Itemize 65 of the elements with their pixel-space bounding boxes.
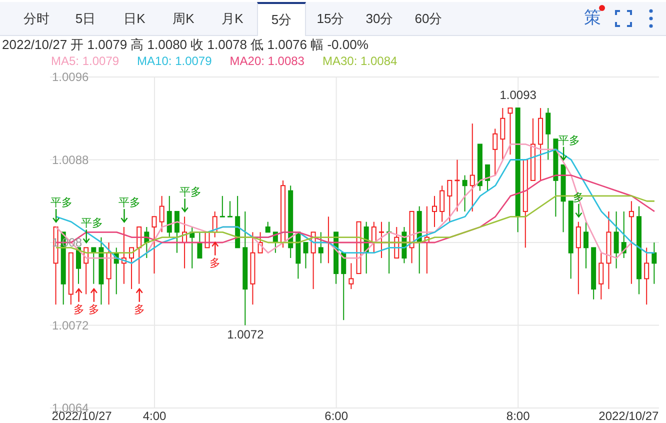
candlestick	[378, 221, 385, 259]
candlestick	[454, 159, 460, 212]
text: 策	[584, 8, 601, 27]
y-tick-label: 1.0072	[52, 318, 90, 332]
candlestick	[341, 252, 346, 321]
candlestick	[440, 185, 445, 222]
candlestick	[197, 232, 202, 259]
annotation: 平多	[179, 186, 202, 199]
annotation: 多	[88, 304, 100, 316]
candlestick	[348, 262, 354, 290]
x-tick-label: 4:00	[142, 409, 167, 423]
candlestick	[644, 247, 650, 306]
text: MA30: 1.0084	[322, 54, 398, 68]
candlestick	[226, 200, 234, 218]
candlestick	[265, 221, 270, 233]
candlestick	[652, 242, 657, 284]
candlestick	[492, 128, 498, 176]
annotation: 1.0072	[227, 327, 264, 342]
annotation: 平多	[50, 196, 73, 209]
text: 60分	[414, 10, 442, 28]
candlestick	[500, 108, 506, 160]
candlestick	[174, 210, 180, 254]
chart-title: 2022/10/27 开 1.0079 高 1.0080 收 1.0078 低 1.0076 幅 -0.00%	[2, 36, 368, 54]
candlestick	[576, 221, 581, 295]
candlestick	[485, 164, 490, 192]
annotation: 平多	[80, 218, 103, 230]
candlestick	[462, 174, 468, 212]
candlestick	[159, 195, 164, 233]
text: 月K	[222, 10, 244, 28]
candlestick	[432, 195, 438, 228]
candlestick	[546, 108, 551, 160]
text: 30分	[366, 10, 394, 28]
x-tick-label: 2022/10/27	[598, 409, 660, 423]
candlestick	[152, 216, 157, 274]
candlestick	[598, 252, 604, 300]
text: 15分	[316, 10, 344, 28]
text: MA10: 1.0079	[137, 54, 212, 68]
x-tick-label: 6:00	[324, 409, 348, 423]
y-tick-label: 1.0096	[52, 70, 90, 84]
candlestick	[628, 200, 634, 284]
candlestick	[614, 210, 619, 269]
candlestick	[371, 221, 376, 254]
text: 5日	[75, 10, 96, 28]
y-tick-label: 1.0088	[52, 152, 90, 167]
annotation: 多	[210, 257, 221, 270]
candlestick	[76, 247, 81, 284]
annotation: 平多	[558, 134, 580, 147]
candlestick	[583, 221, 588, 269]
annotation: 多	[134, 304, 145, 316]
annotation: 多	[73, 304, 84, 316]
candlestick	[303, 242, 308, 269]
text: 日K	[124, 10, 146, 28]
text: 周K	[172, 10, 194, 28]
text: 分时	[24, 10, 50, 28]
annotation: 1.0093	[500, 88, 537, 102]
candlestick	[219, 195, 226, 218]
candlestick	[470, 123, 475, 212]
text: MA20: 1.0083	[230, 54, 304, 68]
candlestick	[447, 180, 452, 222]
candlestick	[166, 195, 172, 238]
candlestick	[508, 108, 513, 156]
candlestick	[318, 232, 324, 264]
text: MA5: 1.0079	[51, 54, 120, 68]
annotation: 平多	[118, 196, 141, 209]
x-tick-label: 8:00	[506, 409, 530, 423]
